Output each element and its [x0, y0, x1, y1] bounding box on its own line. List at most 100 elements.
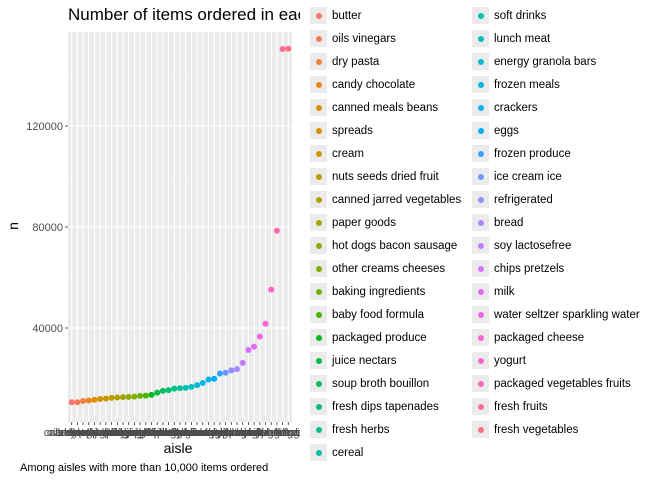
x-tick-label: packaged cheese: [222, 427, 300, 439]
legend-label: water seltzer sparkling water: [494, 308, 640, 321]
legend-item: soup broth bouillon: [310, 372, 429, 395]
legend-dot-icon: [315, 242, 322, 249]
legend-item: milk: [472, 280, 514, 303]
x-tick-label: candy chocolate: [49, 427, 129, 439]
x-tick-label: soup broth bouillon: [116, 427, 209, 439]
legend-dot-icon: [315, 104, 322, 111]
legend-label: paper goods: [332, 216, 396, 229]
x-tick-label: frozen meals: [171, 427, 234, 439]
y-axis-ticks: 40000 80000 120000: [26, 121, 68, 335]
legend-label: lunch meat: [494, 32, 551, 45]
legend-key: [472, 375, 489, 392]
legend-key: [310, 421, 327, 438]
x-tick-label: soft drinks: [161, 427, 212, 439]
legend-item: packaged cheese: [472, 326, 584, 349]
legend-label: chips pretzels: [494, 262, 565, 275]
data-point: [194, 382, 201, 389]
legend-key: [310, 191, 327, 208]
x-tick-label: water seltzer sparkling water: [189, 427, 300, 439]
legend-key: [472, 53, 489, 70]
legend-label: eggs: [494, 124, 519, 137]
legend-dot-icon: [315, 288, 322, 295]
legend-key: [310, 214, 327, 231]
data-point: [142, 392, 149, 399]
legend-dot-icon: [315, 150, 322, 157]
data-point: [228, 367, 235, 374]
legend-key: [472, 76, 489, 93]
legend-key: [472, 122, 489, 139]
legend-label: crackers: [494, 101, 538, 114]
x-tick-label: fresh herbs: [147, 427, 203, 439]
x-tick-label: fresh fruits: [257, 427, 300, 439]
x-tick-label: nuts seeds dried fruit: [61, 427, 163, 439]
legend-dot-icon: [315, 380, 322, 387]
legend-dot-icon: [315, 173, 322, 180]
data-point: [85, 397, 92, 404]
legend-label: milk: [494, 285, 515, 298]
legend-item: oils vinegars: [310, 27, 396, 50]
legend-label: cereal: [332, 446, 364, 459]
x-tick-label: ice cream ice: [193, 427, 258, 439]
legend-key: [310, 283, 327, 300]
legend-label: packaged cheese: [494, 331, 585, 344]
legend-dot-icon: [477, 81, 484, 88]
data-point: [108, 394, 115, 401]
legend-dot-icon: [315, 81, 322, 88]
data-point: [91, 396, 98, 403]
x-tick-label: lunch meat: [164, 427, 218, 439]
legend-item: bread: [472, 211, 523, 234]
legend-label: canned jarred vegetables: [332, 193, 462, 206]
legend-key: [472, 191, 489, 208]
legend-item: juice nectars: [310, 349, 397, 372]
x-tick-label: frozen produce: [183, 427, 256, 439]
legend-label: candy chocolate: [332, 78, 416, 91]
legend-key: [472, 260, 489, 277]
legend-key: [310, 375, 327, 392]
legend-item: paper goods: [310, 211, 396, 234]
x-tick-label: butter: [58, 427, 86, 439]
legend-label: packaged vegetables fruits: [494, 377, 631, 390]
legend-label: yogurt: [494, 354, 526, 367]
data-point: [148, 391, 155, 398]
legend-label: ice cream ice: [494, 170, 562, 183]
x-tick-label: fresh vegetables: [248, 427, 300, 439]
legend-key: [472, 398, 489, 415]
legend-dot-icon: [477, 403, 484, 410]
legend-label: soft drinks: [494, 9, 547, 22]
legend-key: [472, 352, 489, 369]
legend-dot-icon: [477, 35, 484, 42]
data-point: [233, 366, 240, 373]
legend-item: butter: [310, 4, 361, 27]
gridlines: [68, 32, 292, 422]
legend-dot-icon: [315, 357, 322, 364]
legend-item: chips pretzels: [472, 257, 564, 280]
legend-label: bread: [494, 216, 524, 229]
x-tick-label: bread: [223, 427, 251, 439]
legend-item: ice cream ice: [472, 165, 562, 188]
legend-dot-icon: [477, 288, 484, 295]
legend-dot-icon: [477, 150, 484, 157]
data-point: [120, 394, 127, 401]
legend-key: [310, 306, 327, 323]
legend-key: [472, 329, 489, 346]
chart-caption: Among aisles with more than 10,000 items…: [20, 462, 268, 474]
legend-dot-icon: [477, 196, 484, 203]
legend-label: frozen meals: [494, 78, 560, 91]
x-tick-label: packaged vegetables fruits: [211, 427, 300, 439]
legend-dot-icon: [477, 58, 484, 65]
legend: butter oils vinegars dry pasta candy chocol…: [310, 0, 672, 480]
x-tick-label: refrigerated: [203, 427, 259, 439]
chart: Number of items ordered in each aisle 40…: [5, 5, 300, 474]
data-point: [273, 227, 280, 234]
x-tick-label: baby food formula: [102, 427, 191, 439]
legend-item: canned meals beans: [310, 96, 438, 119]
legend-key: [472, 168, 489, 185]
data-point: [177, 385, 183, 392]
legend-label: spreads: [332, 124, 373, 137]
legend-item: frozen meals: [472, 73, 560, 96]
legend-label: soup broth bouillon: [332, 377, 430, 390]
data-point: [251, 343, 258, 350]
legend-dot-icon: [315, 334, 322, 341]
data-point: [199, 380, 206, 387]
legend-label: baby food formula: [332, 308, 425, 321]
